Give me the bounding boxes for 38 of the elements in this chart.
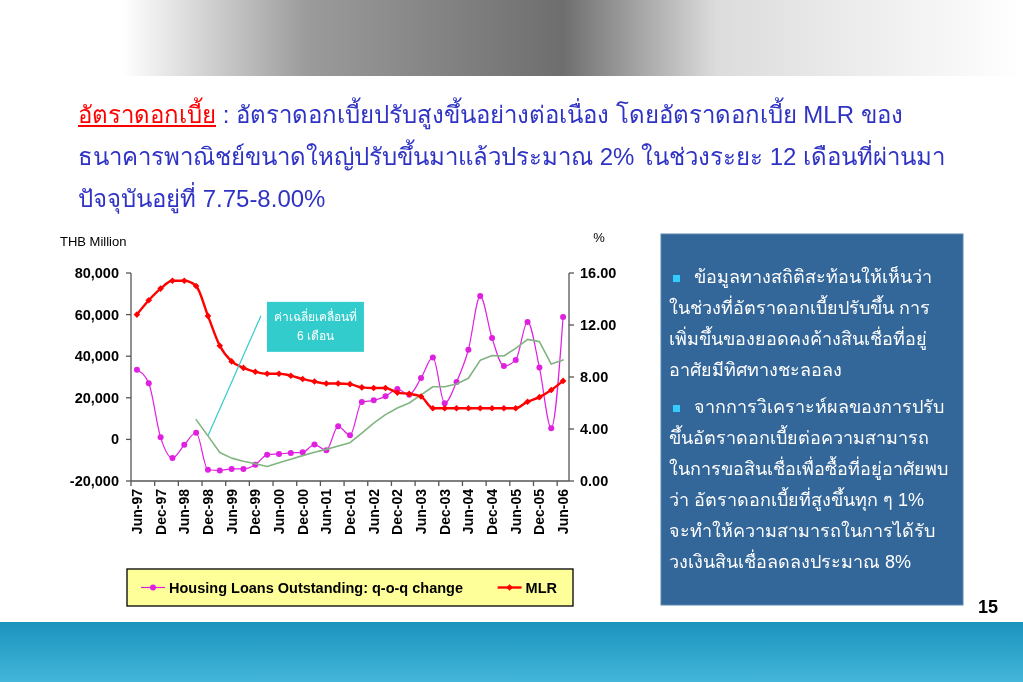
y2-tick-label: 16.00 — [580, 265, 617, 281]
x-tick-label: Dec-04 — [484, 488, 501, 535]
x-tick-label: Dec-99 — [247, 488, 264, 535]
y-tick-label: 40,000 — [74, 348, 119, 365]
legend-label: MLR — [525, 579, 558, 596]
x-tick-label: Dec-05 — [531, 488, 548, 535]
text: 15 — [977, 597, 998, 617]
y-tick-label: 60,000 — [74, 306, 119, 323]
y-tick-label: 20,000 — [74, 389, 119, 406]
x-tick-label: Jun-99 — [223, 488, 240, 535]
x-tick-label: Jun-00 — [270, 488, 287, 535]
y2-tick-label: 12.00 — [580, 317, 617, 333]
x-tick-label: Dec-02 — [389, 488, 406, 535]
legend-label: Housing Loans Outstanding: q-o-q change — [169, 579, 464, 596]
x-tick-label: Jun-05 — [507, 488, 524, 535]
x-tick-label: Jun-98 — [176, 488, 193, 535]
y-axis-title: THB Million — [60, 233, 127, 249]
x-tick-label: Dec-00 — [294, 488, 311, 535]
x-tick-label: Jun-04 — [460, 488, 477, 535]
x-tick-label: Jun-01 — [318, 488, 335, 535]
x-tick-label: Dec-03 — [436, 488, 453, 535]
x-tick-label: Jun-02 — [365, 488, 382, 535]
x-tick-label: Jun-06 — [555, 488, 572, 535]
y2-tick-label: 4.00 — [580, 421, 609, 437]
y2-tick-label: 0.00 — [580, 473, 609, 489]
x-tick-label: Dec-01 — [342, 488, 358, 535]
y-tick-label: 0 — [110, 431, 119, 448]
text: จากการวิเคราะห์ผลของการปรับขึ้นอัตราดอกเบี้ยต่อความสามารถในการขอสินเชื่อเพื่อซื้อที่อยู่อาศัยพบว่า อัตราดอกเบี้ยที่สูงขึ้นทุก ๆ 1% จะทำให้ความสามารถในการได้รับวงเงินสินเชื่อลดลงประมาณ 8% — [669, 397, 948, 572]
y-tick-label: 80,000 — [74, 265, 119, 281]
y2-tick-label: 8.00 — [580, 369, 609, 385]
y2-axis-title: % — [593, 229, 606, 245]
x-tick-label: Jun-03 — [413, 488, 430, 535]
x-tick-label: Dec-97 — [152, 488, 169, 535]
text: ข้อมูลทางสถิติสะท้อนให้เห็นว่าในช่วงที่อัตราดอกเบี้ยปรับขึ้น การเพิ่มขึ้นของยอดคงค้างสินเชื่อที่อยู่อาศัยมีทิศทางชะลอลง — [669, 267, 932, 380]
x-tick-label: Jun-97 — [128, 488, 145, 535]
y-tick-label: -20,000 — [69, 473, 119, 489]
x-tick-label: Dec-98 — [199, 488, 216, 535]
annotation: ค่าเฉลี่ยเคลื่อนที่ 6 เดือน — [273, 308, 357, 344]
